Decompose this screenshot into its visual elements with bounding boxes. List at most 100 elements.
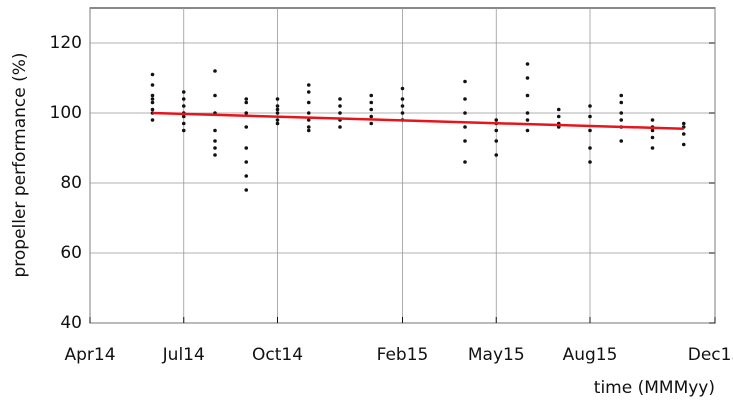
data-point [306,128,311,133]
data-point [306,111,311,115]
data-point [275,111,280,115]
data-point [494,139,499,143]
data-point [525,93,530,98]
data-point [650,146,655,150]
data-point [556,114,561,119]
data-point [369,107,374,112]
data-point [150,118,155,122]
data-point [181,97,186,101]
data-point [369,93,374,98]
data-point [525,111,530,115]
data-point [369,114,374,119]
data-point [150,100,155,105]
data-point [619,111,624,115]
data-point [681,132,686,136]
data-point [306,83,311,87]
data-point [650,128,655,133]
data-point [306,125,311,129]
data-point [213,153,217,157]
data-point [681,142,686,147]
data-point [494,128,499,133]
x-tick-label: May15 [468,345,525,365]
data-point [588,128,592,133]
data-point [588,146,592,150]
data-point [525,76,530,80]
data-point [306,90,311,94]
y-tick-label: 60 [60,243,82,263]
data-point [619,100,624,105]
data-point [463,97,467,101]
data-point [213,146,217,150]
data-point [369,100,374,105]
data-point [244,111,249,115]
y-tick-label: 40 [60,313,82,333]
data-point [213,69,217,73]
x-tick-label: Feb15 [377,345,429,365]
data-point [181,128,186,133]
data-point [244,146,249,150]
data-point [181,90,186,94]
data-point [244,97,249,101]
x-tick-label: Oct14 [252,345,303,365]
x-tick-label: Dec15 [688,345,733,365]
data-point [463,125,467,129]
data-point [463,111,467,115]
data-point [400,104,405,108]
y-tick-label: 120 [50,33,82,53]
data-point [150,97,155,101]
data-point [213,139,217,143]
data-point [181,104,186,108]
data-point [494,153,499,157]
data-point [400,111,405,115]
data-point [525,118,530,122]
data-point [338,97,342,101]
data-point [244,125,249,129]
x-tick-label: Aug15 [563,345,618,365]
data-point [244,100,249,105]
data-point [150,107,155,112]
x-axis-label: time (MMMyy) [594,378,715,398]
data-point [275,97,280,101]
data-point [588,114,592,119]
trend-line [152,111,684,130]
data-point [463,160,467,164]
x-tick-label: Jul14 [162,345,205,365]
data-point [213,128,217,133]
data-point [400,97,405,101]
y-axis-label: propeller performance (%) [10,52,30,277]
data-point [494,118,499,122]
data-point [556,107,561,112]
data-point [369,121,374,126]
data-point [244,174,249,178]
x-tick-label: Apr14 [64,345,115,365]
data-point [306,118,311,122]
data-point [275,107,280,112]
data-point [525,128,530,133]
data-point [275,104,280,108]
data-point [213,93,217,98]
data-point [338,125,342,129]
data-point [619,139,624,143]
data-point [588,104,592,108]
data-point [150,83,155,87]
data-point [619,93,624,98]
y-tick-label: 100 [50,103,82,123]
data-point [463,139,467,143]
data-point [650,135,655,140]
data-point [525,62,530,66]
data-point [181,121,186,126]
data-point [650,118,655,122]
y-tick-label: 80 [60,173,82,193]
data-point [338,104,342,108]
data-point [150,72,155,77]
data-point [181,114,186,119]
data-point [150,93,155,98]
data-point [619,118,624,122]
data-point [306,100,311,105]
data-point [588,160,592,164]
data-point [400,86,405,91]
data-point [275,121,280,126]
data-point [244,188,249,192]
data-point [338,111,342,115]
